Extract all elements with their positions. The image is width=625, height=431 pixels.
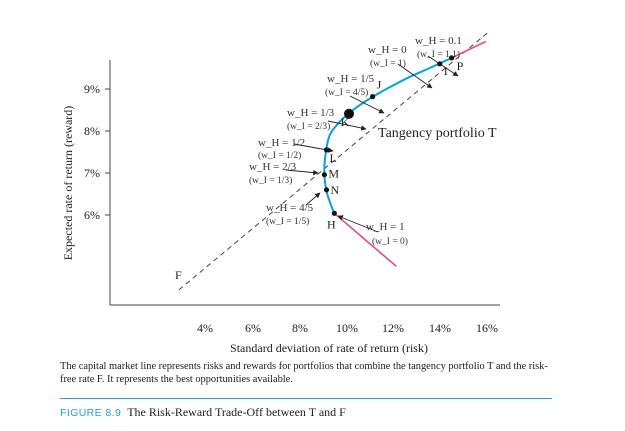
point-label-m: M <box>328 167 339 181</box>
x-axis-label: Standard deviation of rate of return (ri… <box>230 341 428 355</box>
arrow-wh-1 <box>337 215 379 233</box>
tangency-portfolio-label: Tangency portfolio T <box>378 126 497 141</box>
annotation-wh-1/3: w_H = 1/3 <box>287 107 335 119</box>
annotation-wi-1/2: (w_I = 1/2) <box>258 150 301 161</box>
annotation-wh-1/5: w_H = 1/5 <box>327 73 375 85</box>
figure-title-text: The Risk-Reward Trade-Off between T and … <box>127 405 346 419</box>
point-marker-h <box>331 210 337 216</box>
annotation-wi-1/5: (w_I = 1/5) <box>266 216 309 227</box>
capital-market-line <box>178 31 489 291</box>
x-tick-label: 14% <box>429 321 451 335</box>
arrow-wh-2/3 <box>285 169 319 176</box>
x-tick-label: 6% <box>245 321 261 335</box>
point-label-n: N <box>331 183 340 197</box>
x-tick-label: 12% <box>382 321 404 335</box>
risk-reward-chart: Expected rate of return (reward) Standar… <box>61 31 500 355</box>
annotation-wh-1/2: w_H = 1/2 <box>258 137 305 149</box>
arrow-wh-1/3 <box>327 120 367 131</box>
annotation-wi-1.1: (w_I = 1.1) <box>417 49 460 60</box>
annotation-wi-1/3: (w_I = 1/3) <box>249 175 292 186</box>
point-label-f: F <box>175 268 182 282</box>
weight-annotations: w_H = 0.1 (w_I = 1.1) w_H = 0 (w_I = 1) … <box>249 35 462 247</box>
arrow-wh-0 <box>397 63 433 89</box>
point-label-k: K <box>341 115 350 129</box>
y-tick-label: 6% <box>84 208 100 222</box>
annotation-wh-4/5: w_H = 4/5 <box>266 202 314 214</box>
point-marker-n <box>323 187 330 193</box>
y-tick-label: 7% <box>84 166 100 180</box>
x-tick-label: 8% <box>292 321 308 335</box>
y-ticks: 6% 7% 8% 9% <box>84 82 110 222</box>
point-marker-k <box>344 108 354 119</box>
caption-divider <box>60 398 552 399</box>
portfolio-points: F H NML K J I P <box>175 55 464 282</box>
y-tick-label: 8% <box>84 124 100 138</box>
x-tick-label: 10% <box>336 321 358 335</box>
figure-caption: The capital market line represents risks… <box>60 361 548 385</box>
point-marker-j <box>370 94 376 100</box>
annotation-wh-0: w_H = 0 <box>368 44 407 56</box>
x-ticks: 4% 6% 8% 10% 12% 14% 16% <box>197 321 498 335</box>
point-marker-p <box>449 55 455 61</box>
point-marker-l <box>323 147 330 153</box>
x-tick-label: 16% <box>476 321 498 335</box>
arrow-wh-1/5 <box>349 95 385 114</box>
annotation-wh-0.1: w_H = 0.1 <box>415 35 462 47</box>
annotation-wi-4/5: (w_I = 4/5) <box>325 87 368 98</box>
annotation-wh-1: w_H = 1 <box>366 221 405 233</box>
point-label-j: J <box>377 78 382 92</box>
x-tick-label: 4% <box>197 321 213 335</box>
leveraged-curve-segment <box>451 40 487 59</box>
annotation-arrows <box>285 55 459 233</box>
point-label-i: I <box>444 64 448 78</box>
y-axis-label: Expected rate of return (reward) <box>61 106 75 261</box>
figure-number: FIGURE 8.9 <box>60 407 122 419</box>
point-label-l: L <box>330 151 337 165</box>
y-tick-label: 9% <box>84 82 100 96</box>
inefficient-curve-segment <box>333 212 397 267</box>
annotation-wi-2/3: (w_I = 2/3) <box>287 121 330 132</box>
annotation-wi-0: (w_I = 0) <box>372 236 408 247</box>
annotation-wh-2/3: w_H = 2/3 <box>249 161 297 173</box>
figure-title: FIGURE 8.9 The Risk-Reward Trade-Off betw… <box>60 405 346 420</box>
point-label-p: P <box>457 59 464 73</box>
point-label-h: H <box>327 217 336 231</box>
arrow-wh-0.1 <box>427 55 459 77</box>
arrow-wh-4/5 <box>305 192 321 206</box>
annotation-wi-1: (w_I = 1) <box>370 58 406 69</box>
point-marker-i <box>437 61 443 67</box>
point-marker-m <box>321 172 327 178</box>
